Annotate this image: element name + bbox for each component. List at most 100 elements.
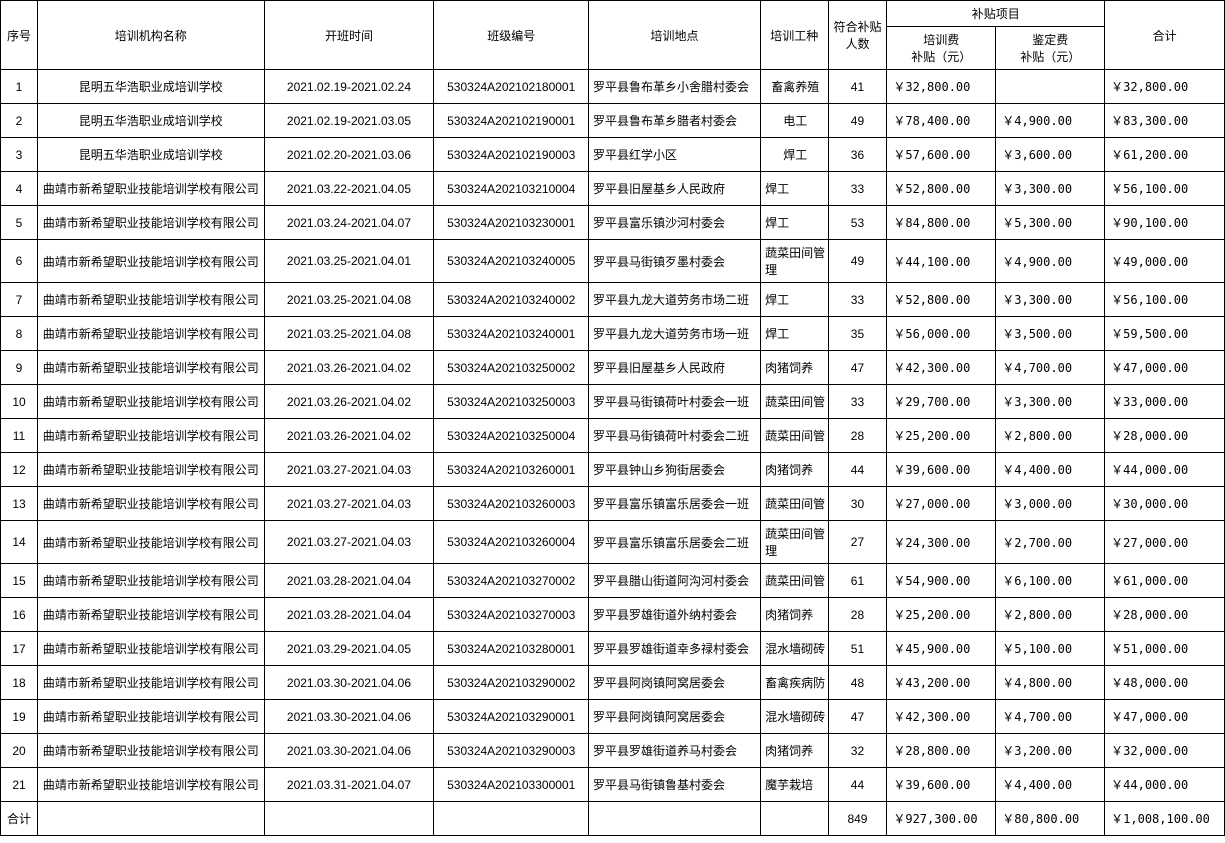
cell-fee1: ￥27,000.00: [887, 487, 996, 521]
cell-num: 48: [828, 666, 887, 700]
cell-total: ￥61,200.00: [1105, 138, 1225, 172]
header-fee2: 鉴定费 补贴（元）: [996, 27, 1105, 70]
cell-num: 33: [828, 172, 887, 206]
cell-org: 曲靖市新希望职业技能培训学校有限公司: [38, 734, 265, 768]
cell-seq: 21: [1, 768, 38, 802]
header-num: 符合补贴人数: [828, 1, 887, 70]
table-row: 15曲靖市新希望职业技能培训学校有限公司2021.03.28-2021.04.0…: [1, 564, 1225, 598]
cell-num: 49: [828, 104, 887, 138]
cell-time: 2021.03.30-2021.04.06: [264, 700, 434, 734]
subsidy-table: 序号 培训机构名称 开班时间 班级编号 培训地点 培训工种 符合补贴人数 补贴项…: [0, 0, 1225, 836]
cell-org: 昆明五华浩职业成培训学校: [38, 138, 265, 172]
cell-job: 蔬菜田间管: [761, 419, 829, 453]
cell-fee2: ￥2,800.00: [996, 598, 1105, 632]
cell-job: 畜禽养殖: [761, 70, 829, 104]
cell-num: 51: [828, 632, 887, 666]
cell-num: 47: [828, 700, 887, 734]
cell-fee1: ￥43,200.00: [887, 666, 996, 700]
cell-fee2: ￥4,900.00: [996, 240, 1105, 283]
cell-job: 蔬菜田间管: [761, 487, 829, 521]
cell-fee1: ￥52,800.00: [887, 172, 996, 206]
cell-seq: 14: [1, 521, 38, 564]
cell-job: 蔬菜田间管理: [761, 240, 829, 283]
cell-seq: 5: [1, 206, 38, 240]
cell-num: 35: [828, 317, 887, 351]
cell-total: ￥27,000.00: [1105, 521, 1225, 564]
cell-org: 曲靖市新希望职业技能培训学校有限公司: [38, 283, 265, 317]
cell-loc: 罗平县马街镇荷叶村委会一班: [589, 385, 761, 419]
cell-loc: 罗平县马街镇鲁基村委会: [589, 768, 761, 802]
cell-org: 昆明五华浩职业成培训学校: [38, 70, 265, 104]
cell-total: ￥47,000.00: [1105, 700, 1225, 734]
cell-fee1: ￥84,800.00: [887, 206, 996, 240]
table-row: 4曲靖市新希望职业技能培训学校有限公司2021.03.22-2021.04.05…: [1, 172, 1225, 206]
cell-time: 2021.03.22-2021.04.05: [264, 172, 434, 206]
cell-job: 肉猪饲养: [761, 351, 829, 385]
footer-fee1: ￥927,300.00: [887, 802, 996, 836]
cell-fee1: ￥57,600.00: [887, 138, 996, 172]
table-row: 3昆明五华浩职业成培训学校2021.02.20-2021.03.06530324…: [1, 138, 1225, 172]
cell-class: 530324A202103260001: [434, 453, 589, 487]
cell-fee2: [996, 70, 1105, 104]
cell-num: 32: [828, 734, 887, 768]
cell-seq: 6: [1, 240, 38, 283]
cell-fee1: ￥54,900.00: [887, 564, 996, 598]
cell-time: 2021.03.28-2021.04.04: [264, 598, 434, 632]
cell-job: 蔬菜田间管: [761, 564, 829, 598]
cell-job: 焊工: [761, 283, 829, 317]
table-row: 9曲靖市新希望职业技能培训学校有限公司2021.03.26-2021.04.02…: [1, 351, 1225, 385]
cell-seq: 18: [1, 666, 38, 700]
cell-org: 曲靖市新希望职业技能培训学校有限公司: [38, 240, 265, 283]
table-body: 1昆明五华浩职业成培训学校2021.02.19-2021.02.24530324…: [1, 70, 1225, 802]
cell-job: 畜禽疾病防: [761, 666, 829, 700]
cell-job: 肉猪饲养: [761, 598, 829, 632]
cell-seq: 9: [1, 351, 38, 385]
cell-class: 530324A202103290003: [434, 734, 589, 768]
cell-time: 2021.02.20-2021.03.06: [264, 138, 434, 172]
cell-num: 44: [828, 768, 887, 802]
table-header: 序号 培训机构名称 开班时间 班级编号 培训地点 培训工种 符合补贴人数 补贴项…: [1, 1, 1225, 70]
cell-num: 30: [828, 487, 887, 521]
cell-job: 肉猪饲养: [761, 453, 829, 487]
cell-time: 2021.03.26-2021.04.02: [264, 419, 434, 453]
header-loc: 培训地点: [589, 1, 761, 70]
cell-class: 530324A202103250003: [434, 385, 589, 419]
table-row: 11曲靖市新希望职业技能培训学校有限公司2021.03.26-2021.04.0…: [1, 419, 1225, 453]
header-org: 培训机构名称: [38, 1, 265, 70]
cell-fee2: ￥4,700.00: [996, 351, 1105, 385]
cell-total: ￥32,800.00: [1105, 70, 1225, 104]
table-row: 10曲靖市新希望职业技能培训学校有限公司2021.03.26-2021.04.0…: [1, 385, 1225, 419]
cell-total: ￥30,000.00: [1105, 487, 1225, 521]
cell-class: 530324A202103240001: [434, 317, 589, 351]
footer-label: 合计: [1, 802, 38, 836]
cell-fee2: ￥5,300.00: [996, 206, 1105, 240]
cell-class: 530324A202103250004: [434, 419, 589, 453]
cell-class: 530324A202103260004: [434, 521, 589, 564]
cell-org: 昆明五华浩职业成培训学校: [38, 104, 265, 138]
cell-loc: 罗平县红学小区: [589, 138, 761, 172]
cell-class: 530324A202103210004: [434, 172, 589, 206]
cell-fee2: ￥4,400.00: [996, 768, 1105, 802]
cell-total: ￥59,500.00: [1105, 317, 1225, 351]
cell-loc: 罗平县腊山街道阿沟河村委会: [589, 564, 761, 598]
cell-total: ￥49,000.00: [1105, 240, 1225, 283]
table-row: 13曲靖市新希望职业技能培训学校有限公司2021.03.27-2021.04.0…: [1, 487, 1225, 521]
cell-org: 曲靖市新希望职业技能培训学校有限公司: [38, 487, 265, 521]
cell-fee1: ￥78,400.00: [887, 104, 996, 138]
cell-job: 蔬菜田间管理: [761, 521, 829, 564]
cell-job: 焊工: [761, 138, 829, 172]
cell-fee1: ￥39,600.00: [887, 453, 996, 487]
footer-fee2: ￥80,800.00: [996, 802, 1105, 836]
cell-total: ￥33,000.00: [1105, 385, 1225, 419]
footer-row: 合计 849 ￥927,300.00 ￥80,800.00 ￥1,008,100…: [1, 802, 1225, 836]
cell-total: ￥56,100.00: [1105, 172, 1225, 206]
header-subsidy-group: 补贴项目: [887, 1, 1105, 27]
table-row: 1昆明五华浩职业成培训学校2021.02.19-2021.02.24530324…: [1, 70, 1225, 104]
table-row: 18曲靖市新希望职业技能培训学校有限公司2021.03.30-2021.04.0…: [1, 666, 1225, 700]
cell-seq: 3: [1, 138, 38, 172]
cell-time: 2021.03.25-2021.04.08: [264, 317, 434, 351]
cell-class: 530324A202102190001: [434, 104, 589, 138]
cell-seq: 13: [1, 487, 38, 521]
cell-class: 530324A202103300001: [434, 768, 589, 802]
cell-fee1: ￥29,700.00: [887, 385, 996, 419]
